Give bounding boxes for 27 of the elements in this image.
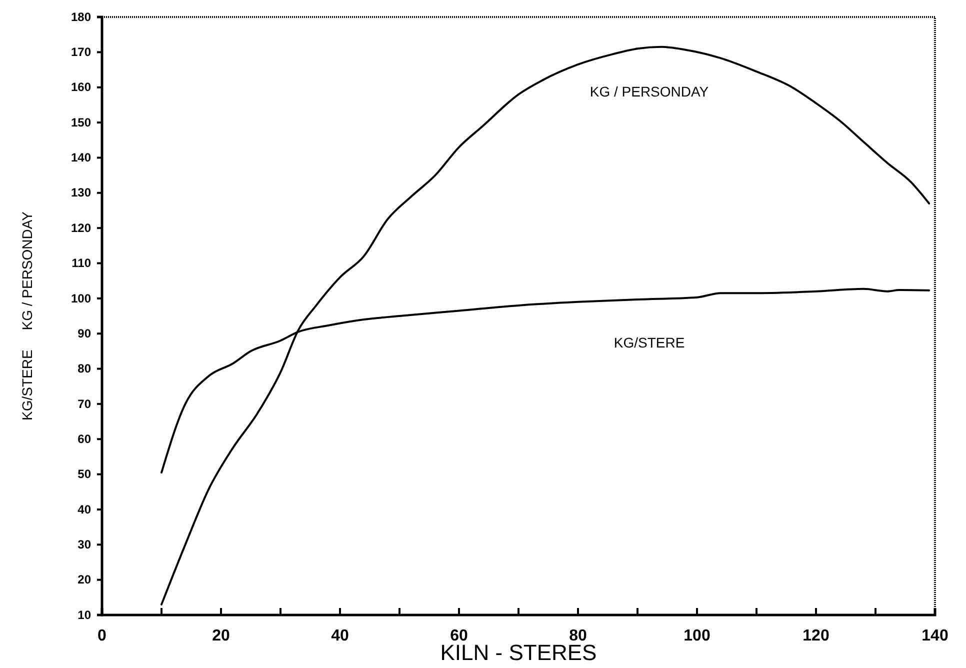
- y-tick-label: 180: [70, 10, 92, 24]
- x-tick-label: 40: [331, 627, 349, 644]
- y-axis-title: KG/STERE KG / PERSONDAY: [19, 210, 35, 421]
- x-tick-label: 100: [684, 627, 710, 644]
- text: KG/STERE: [614, 334, 685, 350]
- y-tick-label: 90: [78, 326, 92, 340]
- series-label: KG / PERSONDAY: [590, 84, 710, 100]
- y-tick-label: 170: [70, 45, 92, 60]
- y-tick-label: 80: [78, 362, 92, 376]
- x-tick-label: 120: [802, 627, 830, 644]
- x-tick-label: 140: [922, 627, 948, 644]
- y-tick-label: 150: [70, 115, 92, 130]
- y-tick-label: 60: [78, 432, 92, 446]
- y-tick-label: 130: [70, 186, 92, 200]
- y-tick-label: 120: [70, 220, 92, 235]
- x-tick-label: 20: [212, 627, 230, 644]
- y-tick-label: 140: [70, 150, 92, 165]
- y-tick-label: 20: [78, 572, 92, 587]
- y-tick-label: 30: [78, 537, 92, 552]
- y-tick-label: 160: [70, 80, 92, 94]
- y-tick-label: 50: [78, 467, 92, 482]
- y-tick-label: 70: [78, 396, 92, 411]
- y-tick-label: 10: [78, 608, 92, 622]
- y-tick-label: 100: [70, 291, 92, 306]
- x-tick-label: 0: [98, 627, 107, 644]
- y-tick-label: 110: [72, 256, 92, 270]
- y-tick-label: 40: [78, 502, 92, 516]
